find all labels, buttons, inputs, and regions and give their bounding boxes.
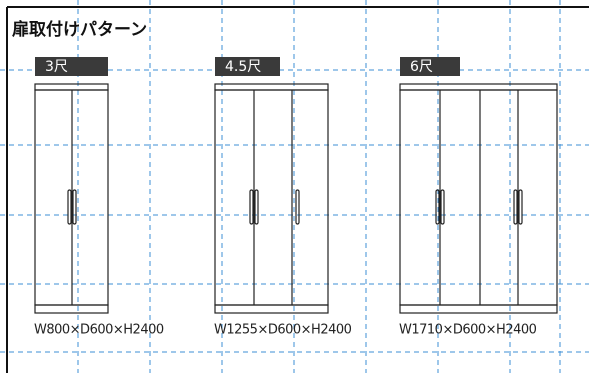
size-label-box — [400, 57, 460, 76]
title: 扉取付けパターン — [12, 19, 147, 40]
size-label: 3尺 — [45, 59, 68, 75]
size-label: 4.5尺 — [225, 59, 261, 75]
door-handle — [249, 189, 254, 225]
cabinet-top — [214, 83, 329, 91]
size-label-box — [215, 57, 280, 76]
dimensions: W1710×D600×H2400 — [399, 323, 537, 338]
cabinet-body — [399, 89, 558, 306]
dimensions: W1255×D600×H2400 — [214, 323, 352, 338]
cabinet — [399, 83, 558, 314]
cabinet-top — [34, 83, 109, 91]
door-handle — [440, 189, 445, 225]
cabinet — [34, 83, 109, 314]
door-handle — [435, 189, 440, 225]
door-handle — [67, 189, 72, 225]
size-label: 6尺 — [410, 59, 433, 75]
cabinet-plinth — [214, 304, 329, 314]
dimensions: W800×D600×H2400 — [34, 323, 164, 338]
cabinet-body — [214, 89, 329, 306]
door-handle — [72, 189, 77, 225]
cabinet-plinth — [399, 304, 558, 314]
door-handle — [518, 189, 523, 225]
cabinet — [214, 83, 329, 314]
door-handle — [254, 189, 259, 225]
door-handle — [513, 189, 518, 225]
cabinet-top — [399, 83, 558, 91]
size-label-box — [35, 57, 108, 76]
cabinet-plinth — [34, 304, 109, 314]
door-handle — [295, 189, 300, 225]
